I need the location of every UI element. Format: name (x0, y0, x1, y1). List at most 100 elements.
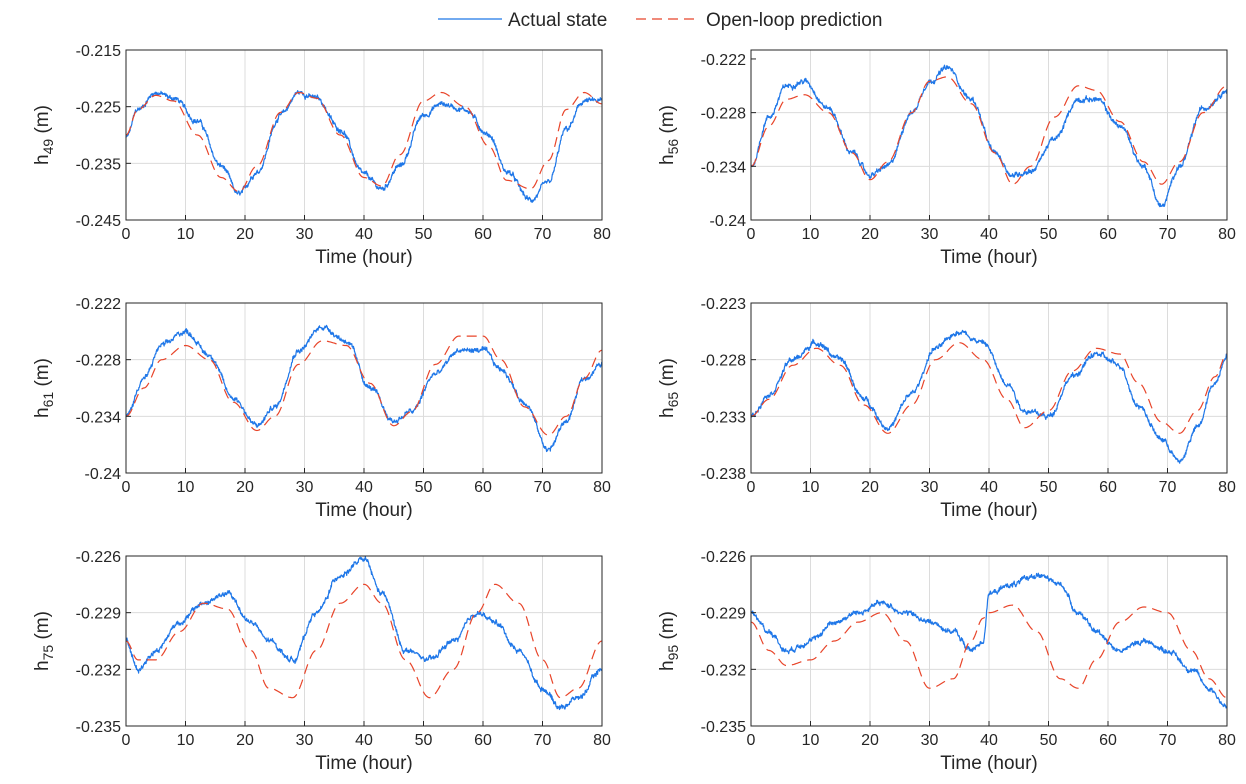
y-label-subscript: 95 (665, 645, 681, 661)
y-tick-label: -0.222 (76, 296, 121, 313)
legend: Actual state Open-loop prediction (438, 10, 882, 31)
x-tick-label: 60 (1099, 479, 1117, 496)
series-prediction-line (750, 604, 1228, 699)
y-axis-label: h65 (m) (657, 358, 681, 418)
y-label-main: h (657, 660, 678, 671)
x-tick-label: 0 (122, 479, 131, 496)
x-tick-label: 0 (122, 226, 131, 243)
x-tick-label: 70 (1159, 732, 1177, 749)
x-tick-label: 20 (861, 732, 879, 749)
y-tick-label: -0.229 (76, 606, 121, 623)
subplots: 0 10 20 30 40 50 60 70 80 -0.245 -0.235 -0.225 -0.21… (32, 43, 1236, 774)
legend-actual-label: Actual state (508, 10, 607, 31)
x-tick-label: 30 (296, 732, 314, 749)
x-axis-label: Time (hour) (940, 247, 1037, 268)
y-tick-label: -0.229 (701, 606, 746, 623)
y-axis-label: h95 (m) (657, 611, 681, 671)
x-tick-label: 60 (474, 479, 492, 496)
legend-prediction-label: Open-loop prediction (706, 10, 882, 31)
y-tick-label: -0.238 (701, 466, 746, 483)
x-tick-label: 20 (236, 226, 254, 243)
y-tick-label: -0.235 (76, 719, 121, 736)
x-tick-label: 50 (415, 226, 433, 243)
x-tick-label: 40 (355, 732, 373, 749)
y-tick-label: -0.245 (76, 213, 121, 230)
x-tick-label: 40 (980, 732, 998, 749)
y-tick-label: -0.234 (76, 409, 121, 426)
series-actual-line (750, 572, 1228, 709)
x-tick-label: 70 (1159, 479, 1177, 496)
series-actual-line (750, 64, 1228, 208)
x-tick-label: 60 (474, 226, 492, 243)
x-tick-label: 30 (921, 479, 939, 496)
y-label-unit: (m) (32, 105, 53, 139)
subplot-h49: 0 10 20 30 40 50 60 70 80 -0.245 -0.235 -0.225 -0.21… (32, 43, 611, 268)
x-tick-label: 50 (1040, 479, 1058, 496)
x-axis-label: Time (hour) (315, 753, 412, 774)
x-tick-label: 10 (177, 732, 195, 749)
x-tick-label: 70 (534, 479, 552, 496)
x-tick-label: 70 (1159, 226, 1177, 243)
y-tick-label: -0.228 (701, 106, 746, 123)
x-tick-label: 30 (296, 479, 314, 496)
y-axis-label: h75 (m) (32, 611, 56, 671)
y-tick-label: -0.215 (76, 43, 121, 60)
y-tick-label: -0.232 (76, 662, 121, 679)
y-label-main: h (657, 407, 678, 418)
y-label-main: h (657, 154, 678, 165)
y-tick-label: -0.232 (701, 662, 746, 679)
y-tick-label: -0.234 (701, 159, 746, 176)
x-tick-label: 80 (593, 479, 611, 496)
x-tick-label: 40 (980, 226, 998, 243)
y-tick-label: -0.222 (701, 52, 746, 69)
series-actual-line (125, 324, 603, 453)
x-tick-label: 10 (177, 479, 195, 496)
x-tick-label: 70 (534, 226, 552, 243)
x-axis-label: Time (hour) (940, 500, 1037, 521)
subplot-h65: 0 10 20 30 40 50 60 70 80 -0.238 -0.233 -0.228 -0.22… (657, 296, 1236, 521)
x-axis-label: Time (hour) (315, 247, 412, 268)
x-tick-label: 30 (921, 226, 939, 243)
y-tick-label: -0.223 (701, 296, 746, 313)
x-tick-label: 20 (861, 479, 879, 496)
y-label-unit: (m) (32, 358, 53, 392)
y-tick-label: -0.226 (76, 549, 121, 566)
x-tick-label: 10 (802, 226, 820, 243)
y-tick-label: -0.235 (76, 156, 121, 173)
y-label-unit: (m) (657, 358, 678, 392)
x-tick-label: 20 (861, 226, 879, 243)
x-tick-label: 20 (236, 732, 254, 749)
y-axis-label: h49 (m) (32, 105, 56, 165)
x-tick-label: 80 (593, 226, 611, 243)
y-label-subscript: 61 (40, 392, 56, 408)
x-tick-label: 20 (236, 479, 254, 496)
x-tick-label: 80 (1218, 479, 1236, 496)
x-axis-label: Time (hour) (315, 500, 412, 521)
y-label-main: h (32, 407, 53, 418)
y-label-unit: (m) (657, 611, 678, 645)
x-tick-label: 60 (474, 732, 492, 749)
y-tick-label: -0.228 (701, 353, 746, 370)
x-tick-label: 40 (980, 479, 998, 496)
y-label-subscript: 56 (665, 139, 681, 155)
series-actual-line (125, 556, 603, 711)
y-tick-label: -0.24 (85, 466, 122, 483)
y-tick-label: -0.226 (701, 549, 746, 566)
x-tick-label: 0 (747, 732, 756, 749)
series-prediction-line (750, 342, 1228, 434)
x-tick-label: 50 (415, 479, 433, 496)
subplot-h75: 0 10 20 30 40 50 60 70 80 -0.235 -0.232 -0.229 -0.22… (32, 549, 611, 774)
subplot-h95: 0 10 20 30 40 50 60 70 80 -0.235 -0.232 -0.229 -0.22… (657, 549, 1236, 774)
x-tick-label: 10 (802, 732, 820, 749)
x-tick-label: 0 (747, 226, 756, 243)
series-prediction-line (125, 91, 603, 193)
x-tick-label: 0 (122, 732, 131, 749)
y-label-subscript: 75 (40, 645, 56, 661)
series-actual-line (750, 329, 1228, 464)
x-tick-label: 80 (1218, 732, 1236, 749)
x-tick-label: 60 (1099, 732, 1117, 749)
y-label-subscript: 49 (40, 139, 56, 155)
y-tick-label: -0.228 (76, 353, 121, 370)
x-tick-label: 0 (747, 479, 756, 496)
